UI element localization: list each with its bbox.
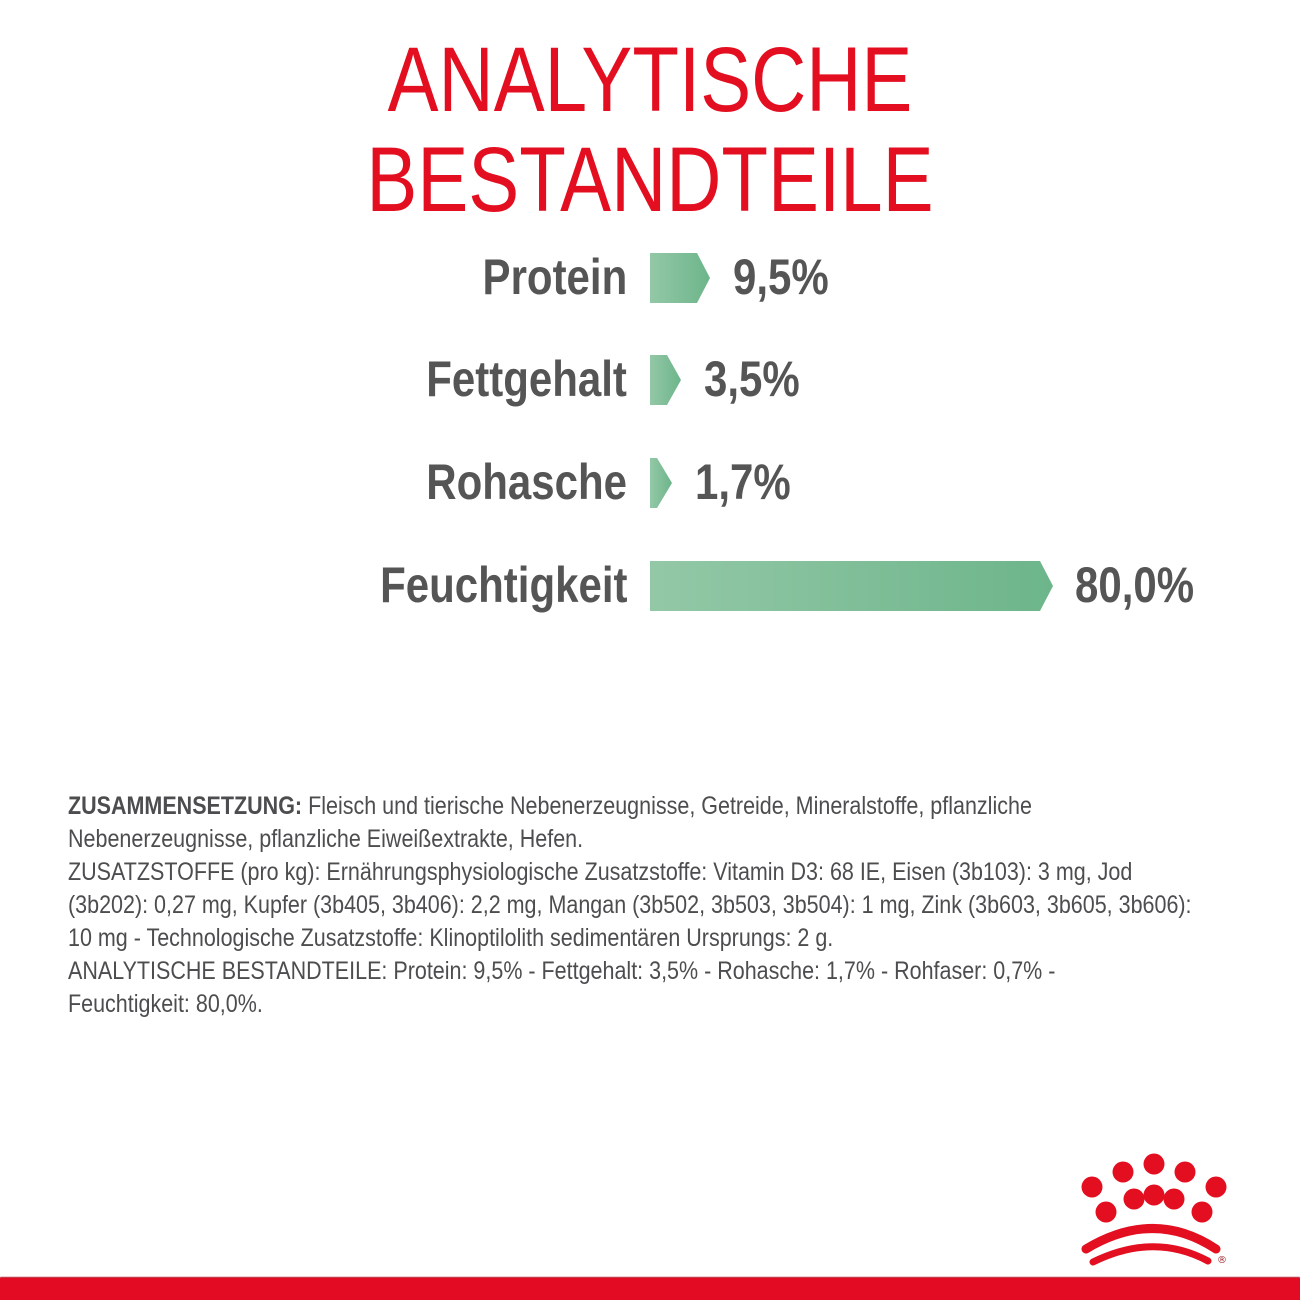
bar-value: 3,5% [704,351,800,407]
registered-mark: ® [1217,1255,1227,1266]
bar-label: Feuchtigkeit [379,557,627,613]
bar-value: 1,7% [695,454,791,510]
bar-label: Rohasche [426,454,627,510]
ingredients-paragraph: ZUSAMMENSETZUNG: Fleisch und tierische N… [68,790,1160,856]
bar-value: 9,5% [733,249,829,305]
bar-feuchtigkeit [650,561,1053,611]
bar-fettgehalt [650,355,681,405]
bar-rohasche [650,458,672,508]
ingredients-text: Fleisch und tierische Nebenerzeugnisse, … [68,792,1032,853]
additives-paragraph: ZUSATZSTOFFE (pro kg): Ernährungsphysiol… [68,858,1192,952]
page-title: ANALYTISCHE BESTANDTEILE [366,29,934,231]
composition-heading: ZUSAMMENSETZUNG: [68,792,303,820]
bar-protein [650,253,710,303]
bar-label: Protein [482,249,627,305]
crown-icon: ® [1081,1153,1227,1266]
chart-row-protein: Protein 9,5% [0,249,1300,305]
footer-bar [0,1278,1300,1300]
composition-text: ZUSAMMENSETZUNG: Fleisch und tierische N… [68,790,1220,1021]
analytical-paragraph: ANALYTISCHE BESTANDTEILE: Protein: 9,5% … [68,957,1056,1018]
chart-row-rohasche: Rohasche 1,7% [0,454,1300,510]
chart-row-fettgehalt: Fettgehalt 3,5% [0,351,1300,407]
chart-row-feuchtigkeit: Feuchtigkeit 80,0% [0,557,1300,613]
bar-label: Fettgehalt [426,351,627,407]
bar-value: 80,0% [1075,557,1195,613]
